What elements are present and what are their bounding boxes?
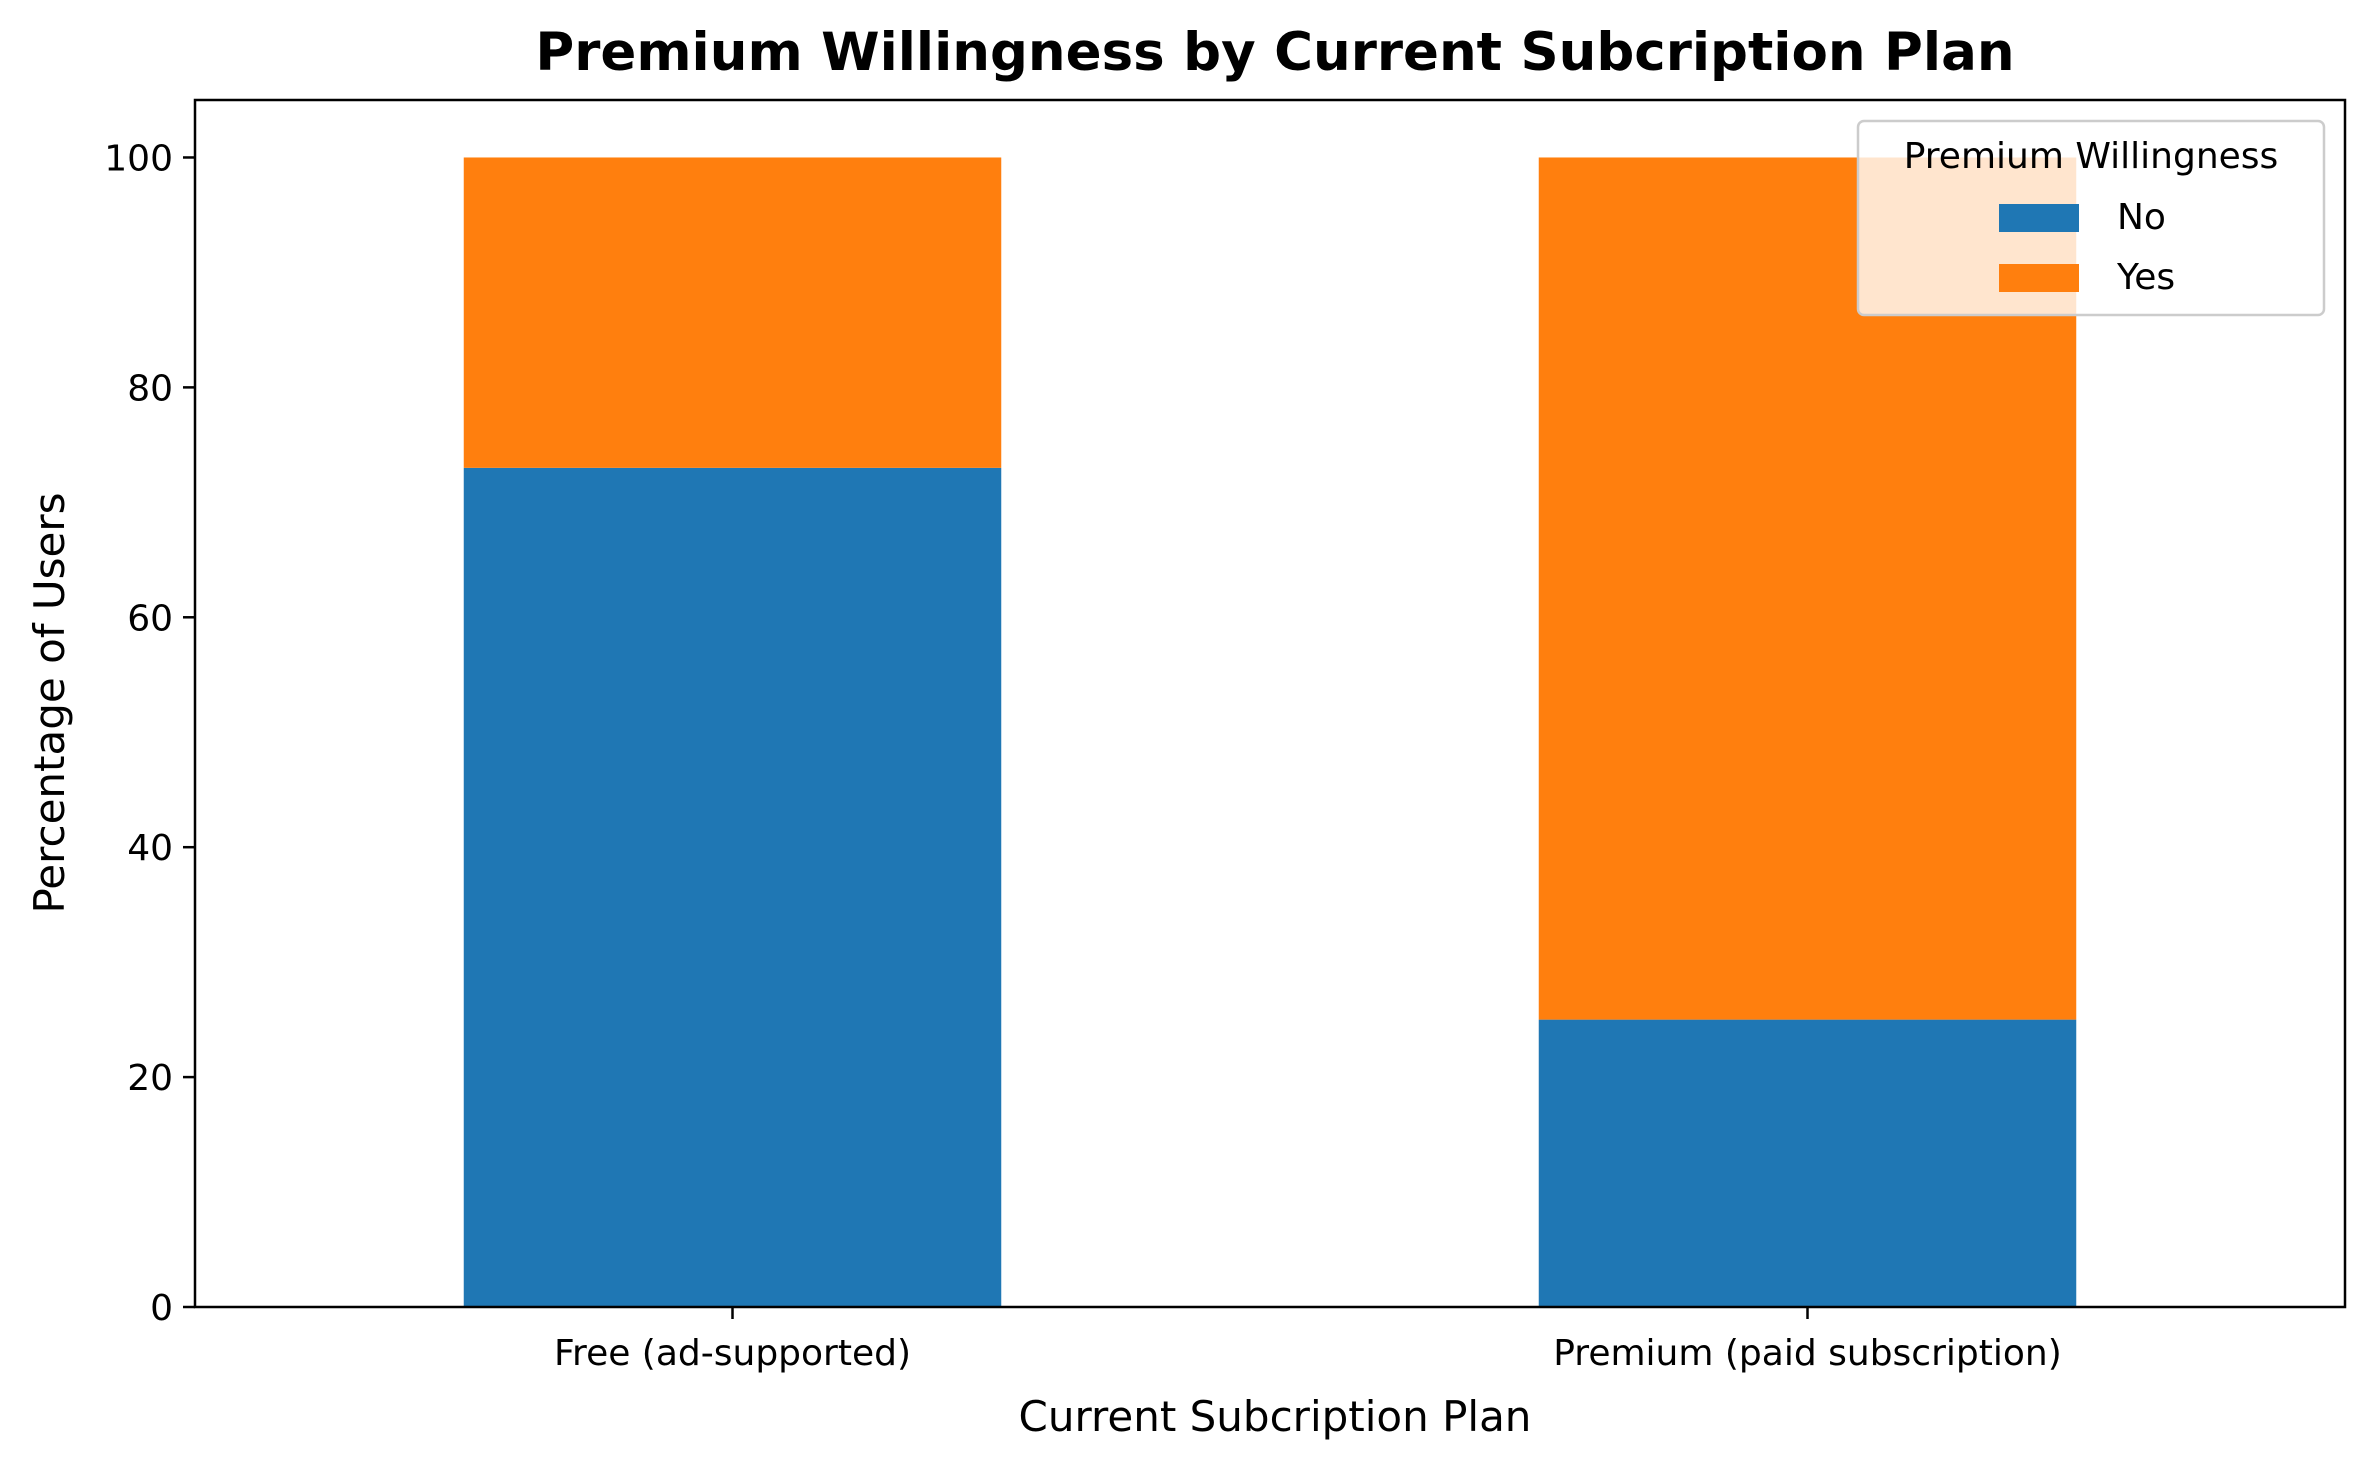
y-tick-label: 40 [127, 828, 173, 869]
bar-no-0 [463, 467, 1002, 1307]
y-tick-label: 20 [127, 1058, 173, 1099]
legend: Premium Willingness No Yes [1856, 119, 2326, 317]
y-tick-label: 100 [104, 138, 173, 179]
bars-layer [463, 157, 2077, 1307]
y-tick-label: 80 [127, 368, 173, 409]
legend-swatch-no [1999, 204, 2079, 232]
plot-frame [193, 98, 2347, 1309]
legend-title: Premium Willingness [1904, 136, 2279, 177]
y-tick-label: 60 [127, 598, 173, 639]
bar-yes-0 [463, 157, 1002, 468]
legend-box [1856, 119, 2326, 317]
x-axis-label: Current Subcription Plan [1019, 1392, 1532, 1441]
x-tick-label: Premium (paid subscription) [1553, 1333, 2062, 1374]
x-axis: Free (ad-supported) Premium (paid subscri… [554, 1307, 2062, 1374]
y-axis-label: Percentage of Users [25, 492, 74, 913]
chart-title: Premium Willingness by Current Subcripti… [535, 22, 2014, 83]
legend-label-no: No [2117, 197, 2166, 238]
y-axis: 0 20 40 60 80 100 [104, 138, 195, 1329]
legend-label-yes: Yes [2116, 257, 2175, 298]
bar-no-1 [1538, 1019, 2077, 1307]
x-tick-label: Free (ad-supported) [554, 1333, 911, 1374]
legend-swatch-yes [1999, 264, 2079, 292]
y-tick-label: 0 [150, 1288, 173, 1329]
